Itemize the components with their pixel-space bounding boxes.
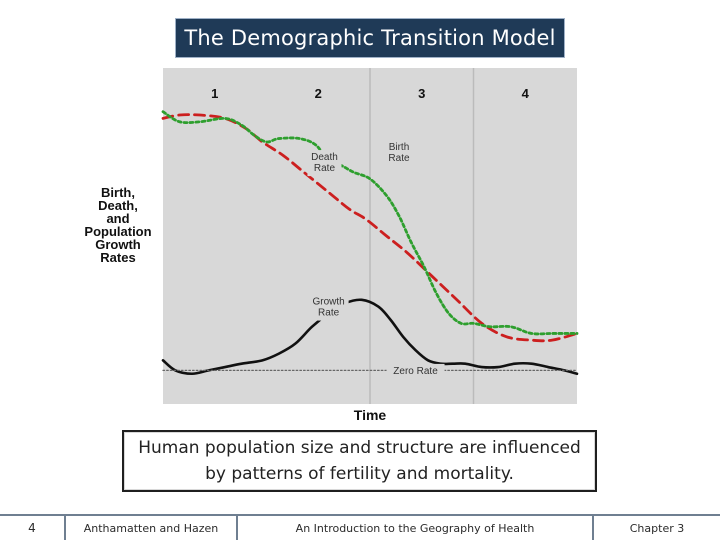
x-axis-label: Time — [353, 407, 387, 423]
footer-authors: Anthamatten and Hazen — [66, 514, 238, 540]
stage-label-1: 1 — [211, 86, 218, 101]
annotation-background-3 — [308, 294, 349, 321]
slide-title: The Demographic Transition Model — [175, 18, 565, 58]
growth-rate-annotation: Growth Rate — [312, 297, 344, 319]
annotation-layer: Birth Rate Death Rate Growth Rate Zero Rate — [307, 140, 445, 377]
footer-book-title: An Introduction to the Geography of Heal… — [238, 514, 594, 540]
stage-labels: 1 2 3 4 — [211, 86, 530, 101]
series-layer — [161, 110, 579, 376]
annotation-background-2 — [307, 150, 342, 177]
zero-rate-annotation: Zero Rate — [393, 366, 438, 377]
page-number: 4 — [0, 514, 66, 540]
footer-chapter: Chapter 3 — [594, 514, 720, 540]
death-rate-annotation: Death Rate — [311, 152, 338, 174]
stage-label-3: 3 — [418, 86, 425, 101]
growth-rate-line — [161, 298, 579, 376]
annotation-background-1 — [383, 140, 414, 166]
caption-box: Human population size and structure are … — [122, 430, 597, 492]
stage-label-2: 2 — [315, 86, 322, 101]
y-axis-label: Birth, Death, and Population Growth Rate… — [84, 185, 152, 265]
stage-dividers — [369, 68, 475, 404]
birth-rate-annotation: Birth Rate — [388, 142, 410, 164]
birth-rate-line — [161, 110, 579, 336]
stage-label-4: 4 — [522, 86, 530, 101]
slide-footer: 4 Anthamatten and Hazen An Introduction … — [0, 514, 720, 540]
annotation-background-4 — [386, 363, 445, 377]
